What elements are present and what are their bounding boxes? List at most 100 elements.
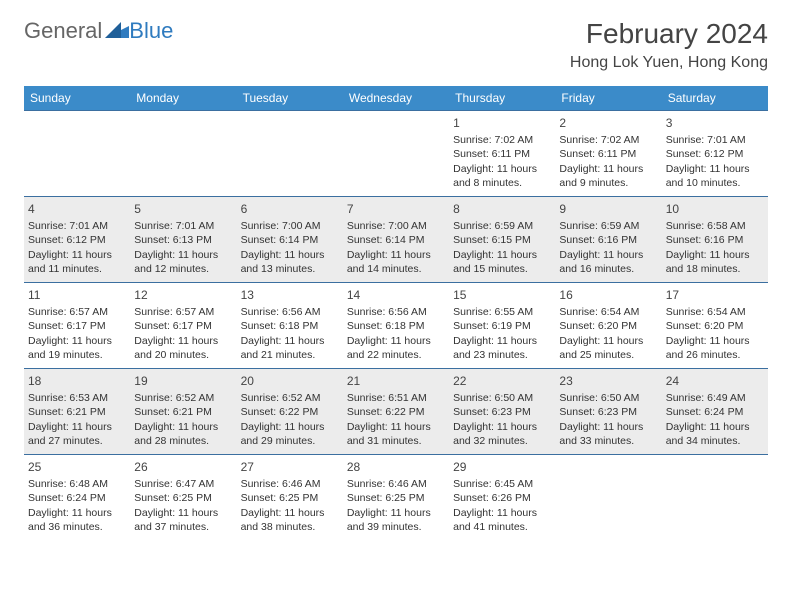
daylight-text: Daylight: 11 hours and 27 minutes.	[28, 420, 126, 448]
sunrise-text: Sunrise: 6:57 AM	[134, 305, 232, 319]
daylight-text: Daylight: 11 hours and 15 minutes.	[453, 248, 551, 276]
calendar-cell: 2Sunrise: 7:02 AMSunset: 6:11 PMDaylight…	[555, 111, 661, 197]
sunrise-text: Sunrise: 6:46 AM	[241, 477, 339, 491]
sunrise-text: Sunrise: 6:51 AM	[347, 391, 445, 405]
day-number: 18	[28, 373, 126, 389]
daylight-text: Daylight: 11 hours and 9 minutes.	[559, 162, 657, 190]
calendar-cell: 14Sunrise: 6:56 AMSunset: 6:18 PMDayligh…	[343, 283, 449, 369]
sunset-text: Sunset: 6:12 PM	[28, 233, 126, 247]
calendar-cell	[130, 111, 236, 197]
calendar-cell: 5Sunrise: 7:01 AMSunset: 6:13 PMDaylight…	[130, 197, 236, 283]
day-number: 7	[347, 201, 445, 217]
calendar-cell: 8Sunrise: 6:59 AMSunset: 6:15 PMDaylight…	[449, 197, 555, 283]
day-number: 11	[28, 287, 126, 303]
sunset-text: Sunset: 6:16 PM	[666, 233, 764, 247]
day-number: 20	[241, 373, 339, 389]
calendar-cell: 12Sunrise: 6:57 AMSunset: 6:17 PMDayligh…	[130, 283, 236, 369]
day-number: 17	[666, 287, 764, 303]
sunset-text: Sunset: 6:21 PM	[28, 405, 126, 419]
daylight-text: Daylight: 11 hours and 36 minutes.	[28, 506, 126, 534]
daylight-text: Daylight: 11 hours and 11 minutes.	[28, 248, 126, 276]
daylight-text: Daylight: 11 hours and 25 minutes.	[559, 334, 657, 362]
sunset-text: Sunset: 6:15 PM	[453, 233, 551, 247]
calendar-row: 18Sunrise: 6:53 AMSunset: 6:21 PMDayligh…	[24, 369, 768, 455]
day-number: 8	[453, 201, 551, 217]
calendar-cell: 15Sunrise: 6:55 AMSunset: 6:19 PMDayligh…	[449, 283, 555, 369]
sunset-text: Sunset: 6:11 PM	[453, 147, 551, 161]
logo: General Blue	[24, 18, 173, 44]
sunrise-text: Sunrise: 6:46 AM	[347, 477, 445, 491]
sunrise-text: Sunrise: 6:53 AM	[28, 391, 126, 405]
calendar-cell	[24, 111, 130, 197]
calendar-cell: 10Sunrise: 6:58 AMSunset: 6:16 PMDayligh…	[662, 197, 768, 283]
sunset-text: Sunset: 6:25 PM	[134, 491, 232, 505]
daylight-text: Daylight: 11 hours and 19 minutes.	[28, 334, 126, 362]
title-block: February 2024 Hong Lok Yuen, Hong Kong	[570, 18, 768, 72]
daylight-text: Daylight: 11 hours and 12 minutes.	[134, 248, 232, 276]
daylight-text: Daylight: 11 hours and 31 minutes.	[347, 420, 445, 448]
sunrise-text: Sunrise: 7:01 AM	[28, 219, 126, 233]
sunrise-text: Sunrise: 6:49 AM	[666, 391, 764, 405]
calendar-cell: 16Sunrise: 6:54 AMSunset: 6:20 PMDayligh…	[555, 283, 661, 369]
day-number: 23	[559, 373, 657, 389]
daylight-text: Daylight: 11 hours and 16 minutes.	[559, 248, 657, 276]
sunset-text: Sunset: 6:16 PM	[559, 233, 657, 247]
calendar-cell: 21Sunrise: 6:51 AMSunset: 6:22 PMDayligh…	[343, 369, 449, 455]
daylight-text: Daylight: 11 hours and 32 minutes.	[453, 420, 551, 448]
page-title: February 2024	[570, 18, 768, 50]
day-number: 29	[453, 459, 551, 475]
calendar-row: 1Sunrise: 7:02 AMSunset: 6:11 PMDaylight…	[24, 111, 768, 197]
day-number: 2	[559, 115, 657, 131]
day-header: Friday	[555, 86, 661, 111]
calendar-cell	[343, 111, 449, 197]
daylight-text: Daylight: 11 hours and 34 minutes.	[666, 420, 764, 448]
day-number: 1	[453, 115, 551, 131]
sunset-text: Sunset: 6:23 PM	[453, 405, 551, 419]
sunrise-text: Sunrise: 6:56 AM	[241, 305, 339, 319]
day-header: Thursday	[449, 86, 555, 111]
sunrise-text: Sunrise: 7:02 AM	[453, 133, 551, 147]
day-number: 9	[559, 201, 657, 217]
calendar-cell: 1Sunrise: 7:02 AMSunset: 6:11 PMDaylight…	[449, 111, 555, 197]
calendar-cell: 19Sunrise: 6:52 AMSunset: 6:21 PMDayligh…	[130, 369, 236, 455]
sunrise-text: Sunrise: 6:54 AM	[666, 305, 764, 319]
sunrise-text: Sunrise: 7:02 AM	[559, 133, 657, 147]
sunrise-text: Sunrise: 6:47 AM	[134, 477, 232, 491]
sunset-text: Sunset: 6:17 PM	[28, 319, 126, 333]
day-number: 21	[347, 373, 445, 389]
daylight-text: Daylight: 11 hours and 39 minutes.	[347, 506, 445, 534]
calendar-row: 11Sunrise: 6:57 AMSunset: 6:17 PMDayligh…	[24, 283, 768, 369]
day-number: 15	[453, 287, 551, 303]
day-number: 4	[28, 201, 126, 217]
sunrise-text: Sunrise: 6:45 AM	[453, 477, 551, 491]
calendar-cell: 13Sunrise: 6:56 AMSunset: 6:18 PMDayligh…	[237, 283, 343, 369]
calendar-cell: 26Sunrise: 6:47 AMSunset: 6:25 PMDayligh…	[130, 455, 236, 541]
daylight-text: Daylight: 11 hours and 20 minutes.	[134, 334, 232, 362]
sunrise-text: Sunrise: 6:50 AM	[453, 391, 551, 405]
sunset-text: Sunset: 6:14 PM	[347, 233, 445, 247]
sunrise-text: Sunrise: 6:52 AM	[241, 391, 339, 405]
daylight-text: Daylight: 11 hours and 29 minutes.	[241, 420, 339, 448]
daylight-text: Daylight: 11 hours and 10 minutes.	[666, 162, 764, 190]
calendar-cell: 25Sunrise: 6:48 AMSunset: 6:24 PMDayligh…	[24, 455, 130, 541]
sunrise-text: Sunrise: 6:48 AM	[28, 477, 126, 491]
sunset-text: Sunset: 6:26 PM	[453, 491, 551, 505]
sunrise-text: Sunrise: 7:01 AM	[666, 133, 764, 147]
sunset-text: Sunset: 6:21 PM	[134, 405, 232, 419]
sunrise-text: Sunrise: 6:52 AM	[134, 391, 232, 405]
sunset-text: Sunset: 6:18 PM	[347, 319, 445, 333]
daylight-text: Daylight: 11 hours and 37 minutes.	[134, 506, 232, 534]
calendar-cell: 23Sunrise: 6:50 AMSunset: 6:23 PMDayligh…	[555, 369, 661, 455]
sunset-text: Sunset: 6:20 PM	[666, 319, 764, 333]
calendar-cell: 20Sunrise: 6:52 AMSunset: 6:22 PMDayligh…	[237, 369, 343, 455]
calendar-cell	[237, 111, 343, 197]
day-header: Tuesday	[237, 86, 343, 111]
daylight-text: Daylight: 11 hours and 38 minutes.	[241, 506, 339, 534]
daylight-text: Daylight: 11 hours and 18 minutes.	[666, 248, 764, 276]
location: Hong Lok Yuen, Hong Kong	[570, 54, 768, 72]
calendar-cell: 22Sunrise: 6:50 AMSunset: 6:23 PMDayligh…	[449, 369, 555, 455]
sunset-text: Sunset: 6:24 PM	[666, 405, 764, 419]
sunrise-text: Sunrise: 7:00 AM	[241, 219, 339, 233]
sunrise-text: Sunrise: 6:58 AM	[666, 219, 764, 233]
day-number: 5	[134, 201, 232, 217]
